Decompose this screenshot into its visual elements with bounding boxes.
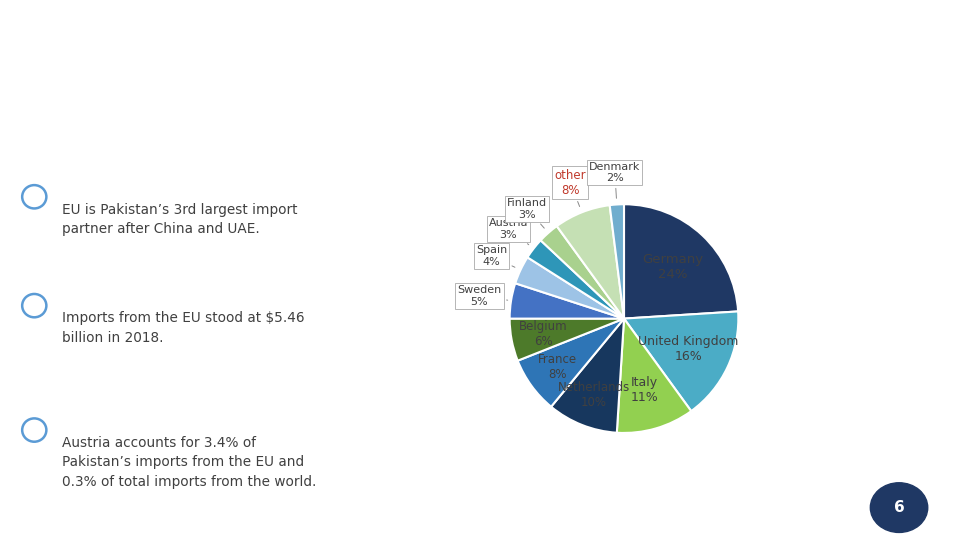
Circle shape xyxy=(22,418,46,442)
Wedge shape xyxy=(540,226,624,319)
Text: Finland
3%: Finland 3% xyxy=(507,198,547,228)
Text: Germany
24%: Germany 24% xyxy=(642,253,703,281)
Text: Austria
3%: Austria 3% xyxy=(489,218,529,245)
Wedge shape xyxy=(527,240,624,319)
Text: United Kingdom
16%: United Kingdom 16% xyxy=(638,335,738,363)
Wedge shape xyxy=(517,319,624,407)
Wedge shape xyxy=(516,258,624,319)
Text: Belgium
6%: Belgium 6% xyxy=(518,320,567,348)
Circle shape xyxy=(22,185,46,208)
Text: EU is Pakistan’s 3rd largest import
partner after China and UAE.: EU is Pakistan’s 3rd largest import part… xyxy=(62,202,298,236)
Wedge shape xyxy=(557,205,624,319)
Text: Spain
4%: Spain 4% xyxy=(476,246,515,267)
Text: other
8%: other 8% xyxy=(554,168,586,206)
Text: Imports from the EU stood at $5.46
billion in 2018.: Imports from the EU stood at $5.46 billi… xyxy=(62,312,305,345)
Wedge shape xyxy=(510,319,624,361)
Wedge shape xyxy=(610,204,624,319)
Text: Denmark
2%: Denmark 2% xyxy=(589,161,640,198)
Text: 6: 6 xyxy=(894,500,904,515)
Wedge shape xyxy=(617,319,691,433)
Text: Austria accounts for 3.4% of
Pakistan’s imports from the EU and
0.3% of total im: Austria accounts for 3.4% of Pakistan’s … xyxy=(62,436,317,489)
Wedge shape xyxy=(551,319,624,433)
Text: Sweden
5%: Sweden 5% xyxy=(457,285,508,307)
Text: WITHIN THE EU,  AUSTRIA WAS THE NINTH
HIGHEST EXPORTER TO PAKISTAN IN 2018: WITHIN THE EU, AUSTRIA WAS THE NINTH HIG… xyxy=(60,51,608,105)
Wedge shape xyxy=(624,204,738,319)
Circle shape xyxy=(22,294,46,318)
Text: France
8%: France 8% xyxy=(538,353,577,381)
Text: Italy
11%: Italy 11% xyxy=(631,376,659,404)
Circle shape xyxy=(871,483,927,532)
Wedge shape xyxy=(510,284,624,319)
Wedge shape xyxy=(624,312,738,411)
Text: Netherlands
10%: Netherlands 10% xyxy=(558,381,630,409)
